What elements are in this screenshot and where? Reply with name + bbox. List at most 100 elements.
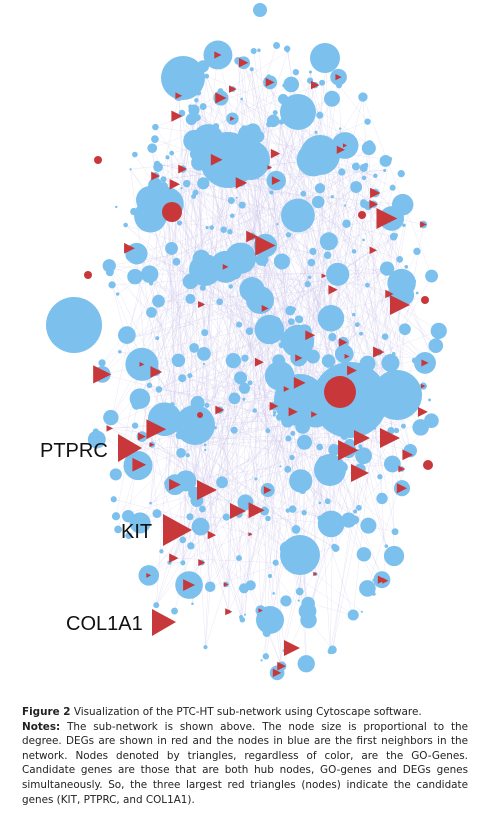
node	[185, 453, 190, 458]
go-gene-node	[169, 179, 180, 190]
node	[351, 162, 360, 171]
edge	[367, 450, 411, 589]
node	[152, 294, 165, 308]
go-gene-node	[198, 300, 206, 308]
node	[116, 292, 120, 296]
node	[314, 183, 326, 194]
node	[272, 110, 278, 116]
go-gene-node	[354, 430, 370, 446]
edge	[156, 183, 187, 606]
node	[326, 262, 350, 286]
node	[153, 160, 161, 168]
go-gene-node	[150, 366, 163, 378]
node	[300, 190, 307, 197]
caption-notes: The sub-network is shown above. The node…	[22, 720, 468, 806]
go-gene-node	[93, 365, 112, 384]
go-gene-node	[336, 145, 345, 154]
node	[105, 268, 114, 277]
edge	[338, 85, 368, 122]
node	[274, 317, 281, 324]
node	[317, 304, 345, 332]
edge	[182, 442, 383, 541]
go-gene-node	[421, 359, 429, 367]
node	[404, 265, 409, 269]
edge	[251, 69, 272, 193]
node	[204, 73, 210, 79]
node	[377, 474, 383, 480]
node	[204, 402, 210, 408]
node	[347, 609, 359, 621]
node	[87, 430, 106, 449]
edge	[136, 253, 158, 514]
node	[314, 130, 318, 134]
edge	[204, 405, 275, 440]
node	[180, 560, 186, 566]
go-gene-node	[288, 407, 298, 417]
edge	[287, 173, 402, 340]
go-gene-node	[261, 305, 269, 312]
go-gene-node	[312, 82, 318, 88]
node	[236, 321, 243, 328]
edge	[211, 124, 270, 536]
go-gene-node	[339, 338, 348, 347]
node	[295, 587, 304, 596]
notes-label: Notes:	[22, 720, 61, 733]
node	[146, 382, 153, 389]
edge	[230, 186, 357, 287]
node	[191, 602, 194, 606]
node	[428, 398, 432, 402]
edge	[136, 77, 339, 406]
deg-node	[84, 271, 92, 279]
node	[190, 593, 196, 599]
edge	[215, 202, 318, 428]
node	[334, 344, 354, 364]
node	[254, 477, 258, 481]
node	[257, 48, 261, 52]
node	[155, 386, 163, 393]
hub-node	[300, 135, 340, 175]
node	[118, 326, 136, 344]
go-gene-node	[171, 110, 183, 122]
node	[301, 596, 315, 611]
go-gene-node	[215, 92, 227, 104]
node	[351, 249, 357, 254]
node	[234, 371, 248, 385]
node	[279, 257, 289, 268]
node	[110, 496, 117, 503]
go-gene-node	[146, 419, 167, 440]
go-gene-node	[139, 361, 145, 367]
go-gene-node	[295, 354, 303, 362]
node	[362, 238, 365, 242]
edge	[130, 196, 194, 339]
go-gene-node	[335, 74, 342, 81]
edge	[200, 478, 256, 527]
edge	[181, 113, 240, 559]
edge	[128, 293, 390, 536]
go-gene-node	[342, 143, 348, 148]
hub-node	[280, 94, 316, 130]
node	[243, 613, 247, 616]
node	[187, 373, 193, 379]
node	[358, 92, 368, 102]
node	[280, 595, 292, 607]
go-gene-node	[373, 346, 385, 358]
edge	[375, 428, 383, 499]
go-gene-node	[390, 295, 410, 315]
node	[321, 354, 336, 368]
gene-label: COL1A1	[66, 613, 143, 635]
node	[311, 195, 325, 209]
node	[152, 509, 162, 519]
go-gene-node	[293, 376, 306, 389]
edge	[342, 464, 390, 468]
node	[273, 41, 281, 49]
go-gene-node	[151, 171, 160, 181]
go-gene-node	[207, 530, 217, 540]
node	[160, 176, 167, 183]
node	[359, 331, 363, 336]
node	[197, 347, 211, 361]
node	[272, 559, 279, 566]
node	[185, 113, 198, 126]
node	[363, 162, 369, 168]
gene-label: KIT	[121, 521, 152, 543]
